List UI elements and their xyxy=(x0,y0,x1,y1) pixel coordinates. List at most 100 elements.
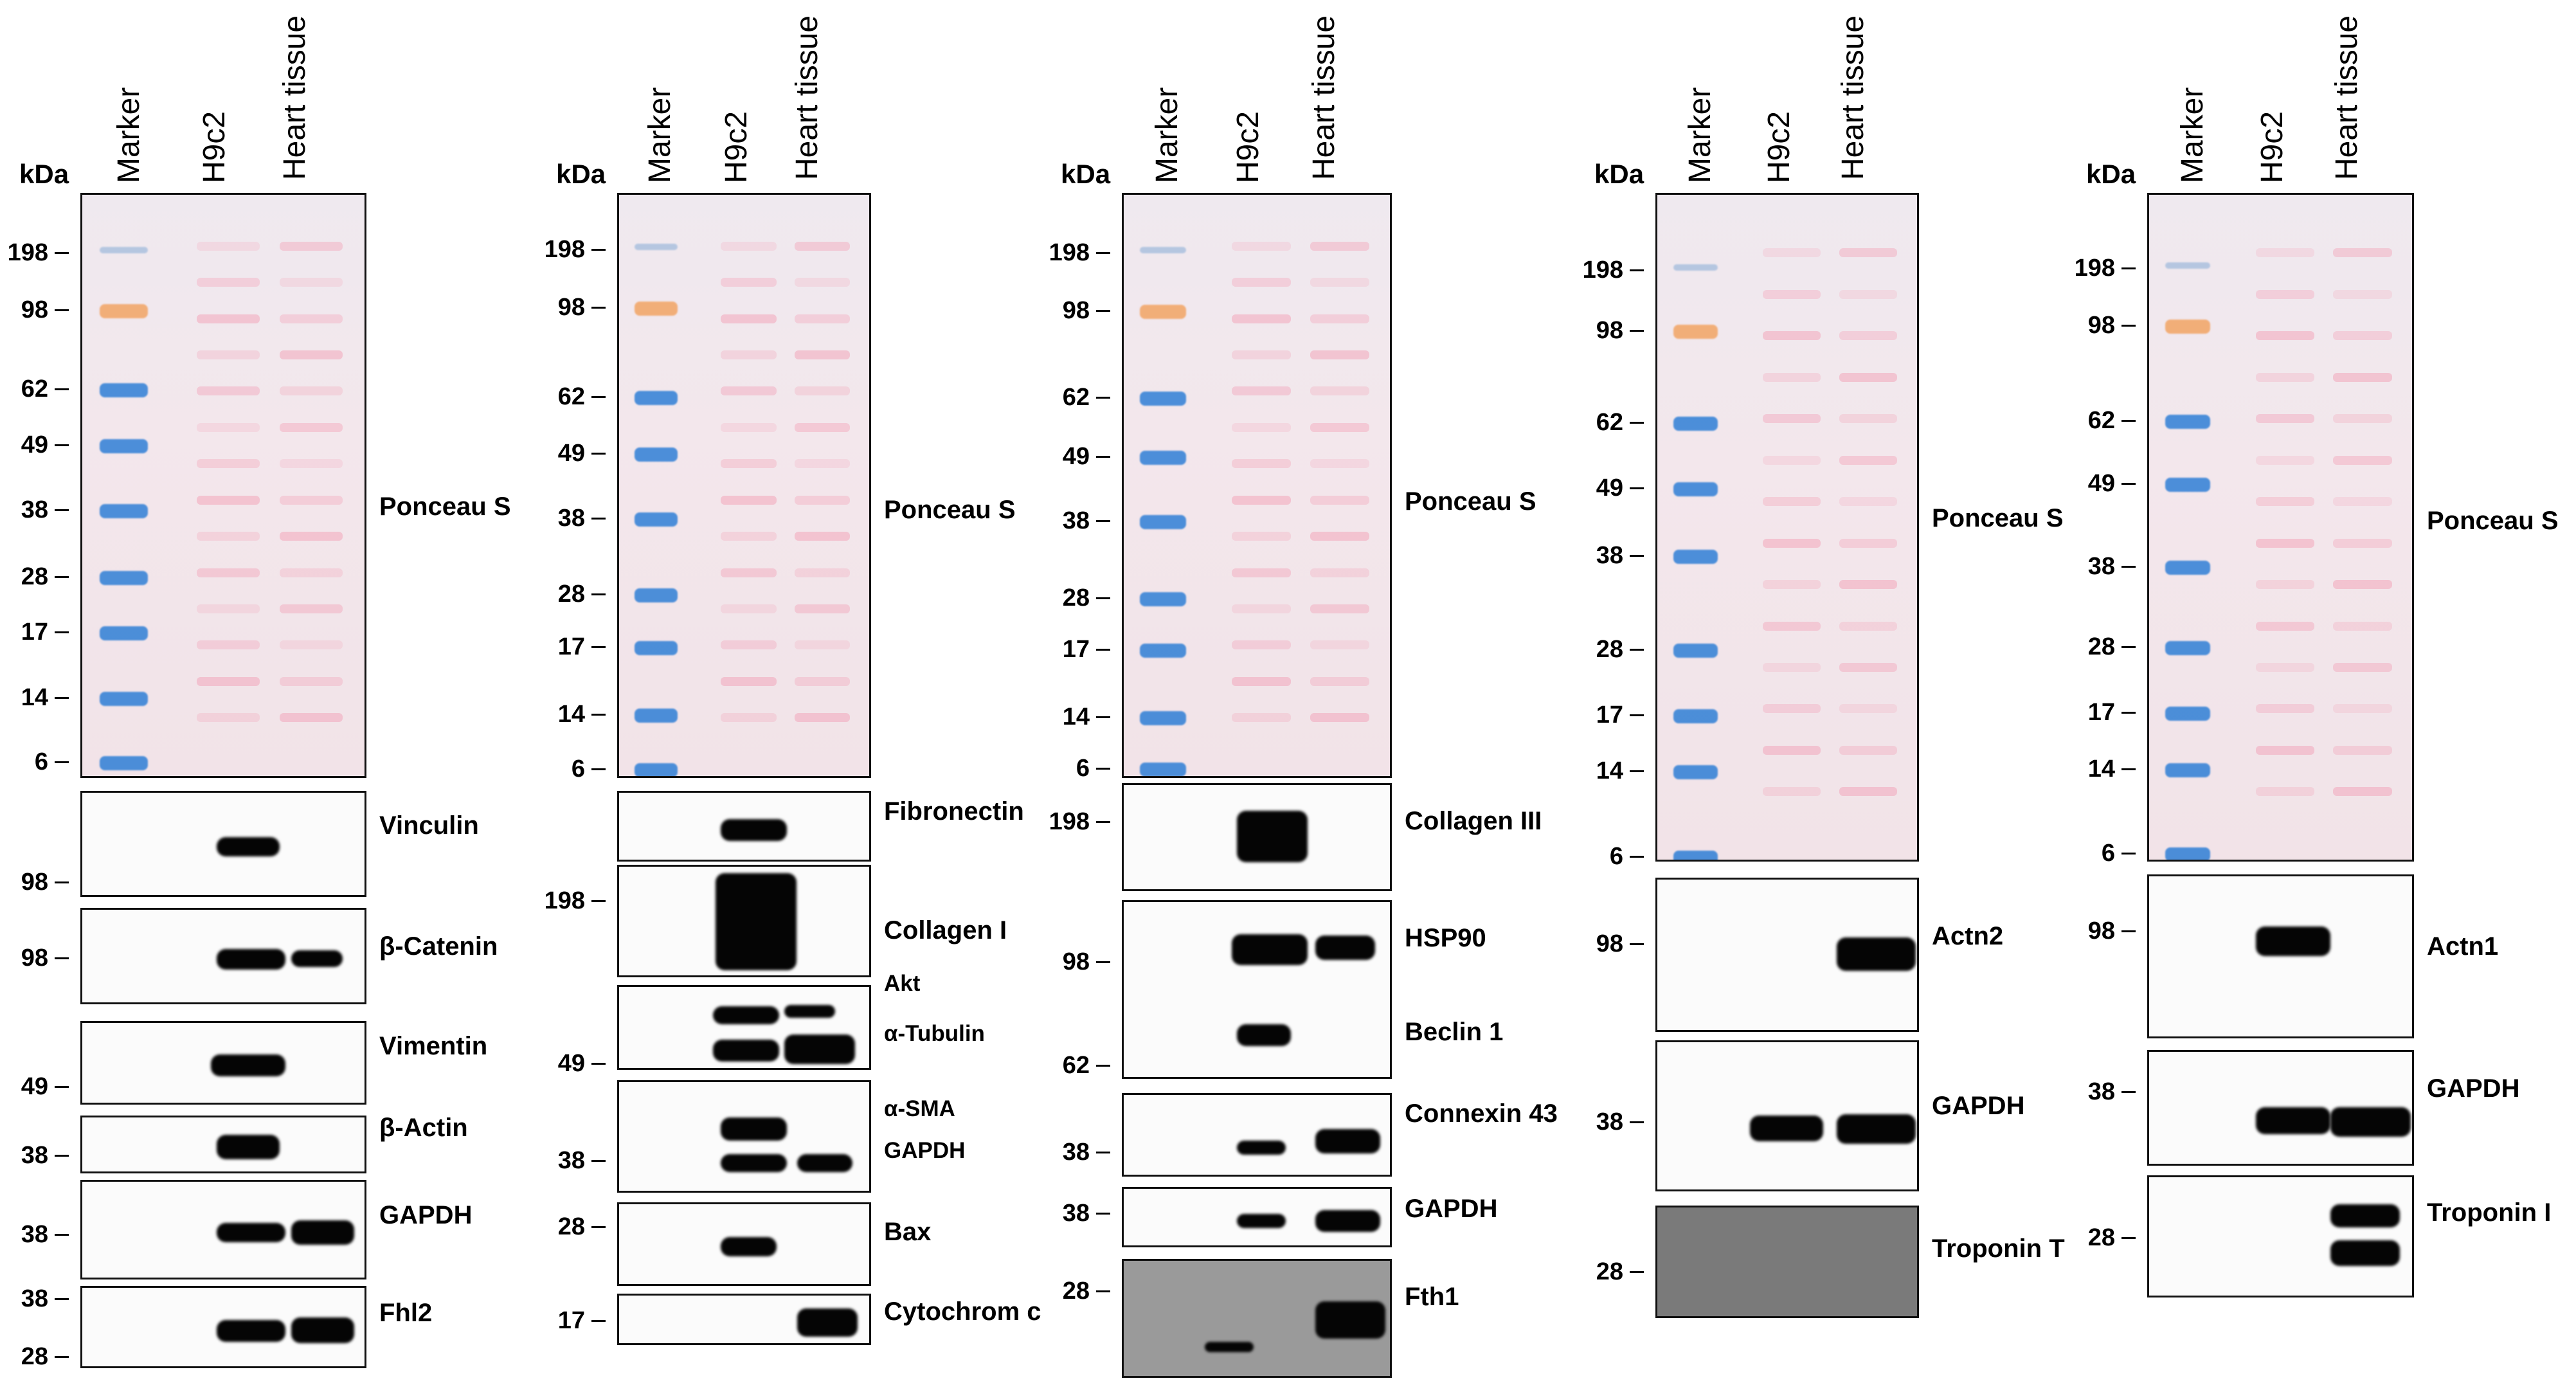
blot-label: Cytochrom c xyxy=(884,1297,1041,1326)
ponceau-band xyxy=(2333,704,2392,714)
protein-band xyxy=(1315,936,1375,960)
ponceau-band xyxy=(2333,745,2392,755)
mw-tick-label: 38 xyxy=(1062,507,1090,534)
marker-band xyxy=(1140,392,1186,406)
blot-label: Beclin 1 xyxy=(1405,1018,1504,1046)
mw-tick xyxy=(591,593,606,595)
ponceau-label: Ponceau S xyxy=(1932,504,2064,532)
mw-tick-label: 198 xyxy=(1582,257,1623,284)
mw-tick xyxy=(1630,330,1644,332)
ponceau-band xyxy=(2333,289,2392,299)
mw-tick xyxy=(1096,649,1110,651)
mw-tick xyxy=(55,761,69,763)
ponceau-band xyxy=(1232,278,1292,287)
ponceau-band xyxy=(2256,787,2315,797)
mw-tick-label: 6 xyxy=(1609,843,1623,870)
mw-tick xyxy=(1096,1290,1110,1292)
ponceau-band xyxy=(197,495,260,505)
western-blot xyxy=(80,1021,366,1105)
western-blot xyxy=(617,865,871,977)
ponceau-band xyxy=(794,532,851,541)
ponceau-band xyxy=(2256,331,2315,341)
ponceau-band xyxy=(197,350,260,360)
protein-band xyxy=(217,1320,285,1342)
mw-tick-label: 98 xyxy=(21,945,48,972)
marker-band xyxy=(1140,763,1186,776)
marker-band xyxy=(634,709,678,723)
ponceau-band xyxy=(1763,455,1821,465)
ponceau-band xyxy=(280,676,343,686)
mw-tick-label: 17 xyxy=(557,1307,585,1334)
ponceau-band xyxy=(1839,331,1898,341)
blot-label: GAPDH xyxy=(2427,1074,2520,1103)
mw-tick xyxy=(2121,853,2136,854)
ponceau-band xyxy=(1310,350,1370,360)
kda-label: kDa xyxy=(2086,159,2136,189)
western-blot xyxy=(2147,1050,2414,1166)
ponceau-band xyxy=(280,422,343,432)
ponceau-band xyxy=(1232,422,1292,432)
ponceau-membrane xyxy=(2147,193,2414,862)
mw-tick xyxy=(1096,961,1110,963)
ponceau-band xyxy=(2333,497,2392,507)
mw-tick xyxy=(2121,1091,2136,1093)
marker-band xyxy=(634,302,678,316)
ponceau-band xyxy=(1310,604,1370,613)
marker-band xyxy=(634,512,678,527)
marker-band xyxy=(634,244,678,250)
mw-tick-label: 98 xyxy=(2087,917,2115,945)
mw-tick-label: 6 xyxy=(571,755,585,782)
ponceau-band xyxy=(197,386,260,396)
blot-label: GAPDH xyxy=(1932,1092,2025,1120)
mw-tick-label: 38 xyxy=(21,496,48,523)
marker-band xyxy=(2165,262,2211,269)
blot-label: Fhl2 xyxy=(379,1299,433,1327)
mw-tick xyxy=(1096,310,1110,312)
protein-band xyxy=(716,873,797,970)
mw-tick xyxy=(55,957,69,959)
mw-tick xyxy=(2121,768,2136,770)
ponceau-band xyxy=(1310,676,1370,686)
lane-label-marker: Marker xyxy=(643,87,678,183)
mw-tick-label: 198 xyxy=(7,239,48,266)
ponceau-band xyxy=(1763,331,1821,341)
mw-tick-label: 28 xyxy=(2087,633,2115,660)
ponceau-band xyxy=(794,278,851,287)
ponceau-band xyxy=(280,314,343,323)
ponceau-band xyxy=(794,604,851,613)
ponceau-band xyxy=(2256,704,2315,714)
ponceau-band xyxy=(2256,455,2315,465)
ponceau-band xyxy=(2333,414,2392,424)
ponceau-band xyxy=(1763,538,1821,548)
western-blot xyxy=(2147,1175,2414,1297)
marker-band xyxy=(2165,478,2211,492)
western-blot xyxy=(80,1116,366,1173)
mw-tick-label: 38 xyxy=(21,1285,48,1312)
ponceau-band xyxy=(1232,241,1292,251)
mw-tick-label: 14 xyxy=(2087,755,2115,782)
blot-label: Actn1 xyxy=(2427,932,2499,961)
mw-tick xyxy=(55,388,69,390)
lane-label-heart-tissue: Heart tissue xyxy=(790,15,825,180)
mw-tick-label: 198 xyxy=(544,236,585,263)
mw-tick xyxy=(591,1160,606,1162)
marker-band xyxy=(1140,592,1186,606)
protein-band xyxy=(784,1005,835,1018)
blot-label: GAPDH xyxy=(1405,1195,1498,1223)
ponceau-band xyxy=(721,495,777,505)
ponceau-band xyxy=(280,713,343,723)
ponceau-band xyxy=(2333,621,2392,631)
ponceau-band xyxy=(1839,663,1898,672)
protein-band xyxy=(1315,1301,1386,1339)
blot-label: Fth1 xyxy=(1405,1283,1459,1311)
ponceau-label: Ponceau S xyxy=(379,493,511,521)
western-blot xyxy=(617,791,871,862)
marker-band xyxy=(2165,707,2211,721)
mw-tick-label: 17 xyxy=(557,633,585,660)
mw-tick-label: 6 xyxy=(1076,755,1090,782)
mw-tick xyxy=(2121,646,2136,648)
mw-tick xyxy=(2121,1237,2136,1239)
mw-tick-label: 198 xyxy=(1049,808,1090,835)
ponceau-band xyxy=(794,568,851,577)
mw-tick xyxy=(591,249,606,251)
